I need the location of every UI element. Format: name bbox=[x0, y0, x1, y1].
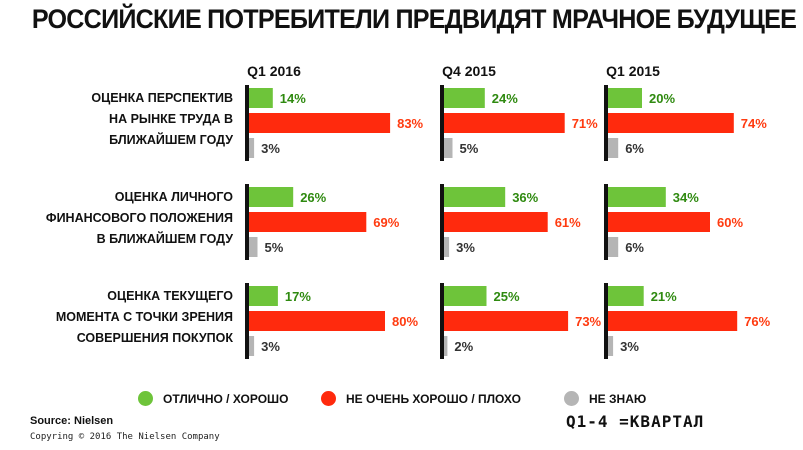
bar bbox=[249, 138, 255, 158]
bar bbox=[608, 88, 642, 108]
bar-value-label: 6% bbox=[625, 141, 644, 156]
bar bbox=[249, 237, 258, 257]
panel-axis bbox=[604, 283, 608, 359]
bar-value-label: 14% bbox=[280, 91, 306, 106]
panel-header: Q4 2015 bbox=[442, 63, 496, 79]
bar-value-label: 17% bbox=[285, 289, 311, 304]
category-label: СОВЕРШЕНИЯ ПОКУПОК bbox=[77, 331, 234, 345]
bar-value-label: 69% bbox=[373, 215, 399, 230]
bar bbox=[608, 336, 614, 356]
bar-value-label: 20% bbox=[649, 91, 675, 106]
bar-value-label: 73% bbox=[575, 314, 601, 329]
bar bbox=[249, 286, 278, 306]
bar-value-label: 25% bbox=[494, 289, 520, 304]
bar-value-label: 21% bbox=[651, 289, 677, 304]
category-label: ОЦЕНКА ЛИЧНОГО bbox=[115, 190, 234, 204]
category-label: ОЦЕНКА ТЕКУЩЕГО bbox=[107, 289, 233, 303]
copyright-note: Copyring © 2016 The Nielsen Company bbox=[30, 432, 220, 442]
bar bbox=[608, 237, 619, 257]
bar bbox=[444, 336, 448, 356]
bar bbox=[444, 88, 485, 108]
bar-value-label: 3% bbox=[261, 339, 280, 354]
legend-swatch-red bbox=[321, 391, 336, 406]
legend-swatch-green bbox=[138, 391, 153, 406]
bar bbox=[608, 311, 738, 331]
bar-value-label: 2% bbox=[454, 339, 473, 354]
bar bbox=[444, 187, 506, 207]
quarter-note: Q1-4 =КВАРТАЛ bbox=[566, 412, 705, 431]
bar bbox=[444, 237, 450, 257]
bar bbox=[608, 113, 734, 133]
category-label: ОЦЕНКА ПЕРСПЕКТИВ bbox=[91, 91, 233, 105]
legend-label-bad: НЕ ОЧЕНЬ ХОРОШО / ПЛОХО bbox=[346, 391, 521, 406]
bar bbox=[249, 88, 273, 108]
legend-item-good: ОТЛИЧНО / ХОРОШО bbox=[138, 391, 288, 406]
panel-header: Q1 2016 bbox=[247, 63, 301, 79]
category-label: ФИНАНСОВОГО ПОЛОЖЕНИЯ bbox=[46, 211, 233, 225]
panel-header: Q1 2015 bbox=[606, 63, 660, 79]
panel-axis bbox=[604, 184, 608, 260]
source-note: Source: Nielsen bbox=[30, 415, 114, 427]
category-label: В БЛИЖАЙШЕМ ГОДУ bbox=[97, 231, 234, 246]
legend-item-unknown: НЕ ЗНАЮ bbox=[564, 391, 646, 406]
bar-value-label: 74% bbox=[741, 116, 767, 131]
bar bbox=[608, 286, 644, 306]
panel-axis bbox=[440, 184, 444, 260]
bar-value-label: 3% bbox=[261, 141, 280, 156]
bar bbox=[444, 113, 565, 133]
category-label: МОМЕНТА С ТОЧКИ ЗРЕНИЯ bbox=[56, 310, 233, 324]
bar-value-label: 26% bbox=[300, 190, 326, 205]
bar bbox=[249, 113, 391, 133]
bar-value-label: 60% bbox=[717, 215, 743, 230]
bar-value-label: 83% bbox=[397, 116, 423, 131]
legend-item-bad: НЕ ОЧЕНЬ ХОРОШО / ПЛОХО bbox=[321, 391, 521, 406]
bar-value-label: 61% bbox=[555, 215, 581, 230]
bar-value-label: 34% bbox=[673, 190, 699, 205]
bar-value-label: 71% bbox=[572, 116, 598, 131]
bar-value-label: 5% bbox=[460, 141, 479, 156]
bar bbox=[249, 311, 385, 331]
bar bbox=[249, 187, 294, 207]
legend-label-unknown: НЕ ЗНАЮ bbox=[589, 391, 647, 406]
panel-axis bbox=[440, 85, 444, 161]
legend-label-good: ОТЛИЧНО / ХОРОШО bbox=[163, 391, 289, 406]
category-label: БЛИЖАЙШЕМ ГОДУ bbox=[109, 132, 233, 147]
bar bbox=[249, 336, 255, 356]
bar bbox=[249, 212, 367, 232]
category-label: НА РЫНКЕ ТРУДА В bbox=[109, 112, 233, 126]
chart-title: РОССИЙСКИЕ ПОТРЕБИТЕЛИ ПРЕДВИДЯТ МРАЧНОЕ… bbox=[31, 4, 797, 34]
bar bbox=[444, 138, 453, 158]
panel-axis bbox=[604, 85, 608, 161]
panel-axis bbox=[245, 184, 249, 260]
panel-axis bbox=[440, 283, 444, 359]
bar bbox=[608, 138, 619, 158]
bar-value-label: 5% bbox=[265, 240, 284, 255]
bar-value-label: 3% bbox=[620, 339, 639, 354]
bar-value-label: 3% bbox=[456, 240, 475, 255]
panel-axis bbox=[245, 85, 249, 161]
bar-value-label: 80% bbox=[392, 314, 418, 329]
bar bbox=[608, 187, 666, 207]
bar-value-label: 36% bbox=[512, 190, 538, 205]
panel-axis bbox=[245, 283, 249, 359]
bar-value-label: 76% bbox=[744, 314, 770, 329]
bar bbox=[608, 212, 710, 232]
legend-swatch-gray bbox=[564, 391, 579, 406]
bar-value-label: 6% bbox=[625, 240, 644, 255]
bar bbox=[444, 212, 548, 232]
bar bbox=[444, 286, 487, 306]
bar bbox=[444, 311, 569, 331]
bar-value-label: 24% bbox=[492, 91, 518, 106]
